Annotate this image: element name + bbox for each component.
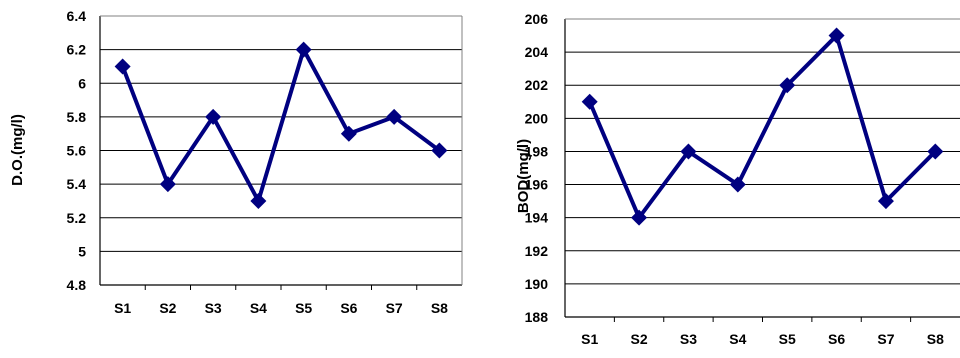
data-point — [340, 125, 357, 142]
x-tick-label: S3 — [680, 331, 697, 347]
data-point — [386, 108, 403, 125]
x-tick-label: S8 — [927, 331, 944, 347]
data-point — [250, 192, 267, 209]
y-tick-label: 202 — [525, 77, 549, 93]
y-tick-label: 190 — [525, 276, 549, 292]
data-point — [114, 58, 131, 75]
data-point — [581, 93, 598, 110]
y-tick-label: 5.4 — [67, 176, 87, 192]
x-tick-label: S4 — [729, 331, 746, 347]
y-tick-label: 6.2 — [67, 42, 87, 58]
y-tick-label: 6.4 — [67, 8, 87, 24]
series-line — [587, 31, 937, 222]
data-point — [431, 142, 448, 159]
data-point — [729, 176, 746, 193]
y-tick-label: 5 — [78, 243, 86, 259]
x-tick-label: S5 — [295, 300, 312, 316]
data-point — [927, 143, 944, 160]
y-axis-label: D.O.(mg/l) — [9, 114, 26, 186]
data-point — [877, 193, 894, 210]
data-point — [205, 108, 222, 125]
y-tick-label: 200 — [525, 110, 549, 126]
data-point — [779, 77, 796, 94]
y-tick-label: 198 — [525, 143, 549, 159]
y-tick-label: 206 — [525, 11, 549, 27]
y-tick-label: 188 — [525, 309, 549, 325]
y-tick-label: 192 — [525, 243, 549, 259]
data-point — [828, 27, 845, 44]
x-tick-label: S6 — [340, 300, 357, 316]
y-tick-label: 5.6 — [67, 143, 87, 159]
y-tick-label: 4.8 — [67, 277, 87, 293]
y-tick-label: 194 — [525, 210, 549, 226]
data-point — [159, 176, 176, 193]
y-tick-label: 196 — [525, 177, 549, 193]
y-tick-label: 5.2 — [67, 210, 87, 226]
x-tick-label: S4 — [250, 300, 267, 316]
x-tick-label: S7 — [386, 300, 403, 316]
y-tick-label: 204 — [525, 44, 549, 60]
x-tick-label: S2 — [631, 331, 648, 347]
x-tick-label: S2 — [159, 300, 176, 316]
x-tick-label: S7 — [877, 331, 894, 347]
x-tick-label: S5 — [779, 331, 796, 347]
data-point — [295, 41, 312, 58]
data-point — [680, 143, 697, 160]
y-axis-label: BOD(mg/l) — [515, 139, 532, 213]
do-chart: 4.8 5 5.2 5.4 5.6 5.8 6 6.2 6.4 S1 S2 S3 S4 S5 S6 S7 S8 D… — [9, 8, 463, 316]
y-tick-label: 6 — [78, 75, 86, 91]
data-point — [631, 209, 648, 226]
bod-chart: 188 190 192 194 196 198 200 202 204 206 S1 S2 S3 S4 S5… — [515, 11, 960, 347]
x-tick-label: S1 — [114, 300, 131, 316]
x-tick-label: S3 — [205, 300, 222, 316]
x-tick-label: S1 — [581, 331, 598, 347]
x-tick-label: S6 — [828, 331, 845, 347]
series-line — [120, 44, 441, 207]
x-tick-label: S8 — [431, 300, 448, 316]
y-tick-label: 5.8 — [67, 109, 87, 125]
